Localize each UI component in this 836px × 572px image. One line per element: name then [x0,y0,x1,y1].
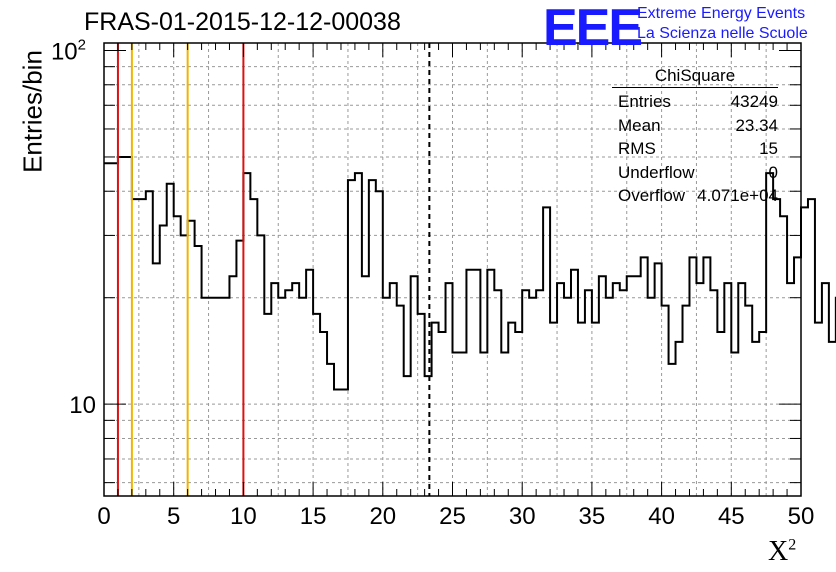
x-tick-label: 5 [167,503,180,530]
stats-key: RMS [618,139,656,158]
stats-value: 15 [759,139,778,158]
stats-box: ChiSquare Entries 43249 Mean 23.34 RMS 15 U… [612,66,778,208]
histogram-line [104,155,836,391]
x-tick-label: 0 [97,503,110,530]
x-axis-label-main: X [768,536,789,567]
x-tick-label: 50 [788,503,815,530]
x-tick-label: 40 [648,503,675,530]
stats-key: Entries [618,92,671,111]
x-axis-label-sup: 2 [788,536,797,554]
axis-tick-labels: 0 5 10 15 20 25 30 35 40 45 50 10 102 [51,36,814,530]
x-tick-label: 45 [718,503,745,530]
stats-key: Mean [618,115,661,135]
stats-row: Overflow 4.071e+04 [612,184,778,208]
chart-title: FRAS-01-2015-12-12-00038 [84,8,401,36]
x-tick-label: 35 [579,503,606,530]
grid-lines [104,43,801,496]
x-tick-label: 15 [300,503,327,530]
stats-value: 0 [768,162,778,182]
stats-value: 4.071e+04 [697,186,778,205]
stats-title: ChiSquare [612,66,778,88]
x-tick-label: 10 [230,503,257,530]
axis-ticks [103,43,802,496]
y-tick-label: 102 [51,36,86,65]
stats-row: Entries 43249 [612,90,778,114]
x-axis-label: X2 [768,536,796,568]
x-tick-label: 30 [509,503,536,530]
stats-value: 43249 [730,92,778,111]
histogram-series [104,155,836,391]
stats-row: Mean 23.34 [612,114,778,138]
y-tick-label: 10 [69,392,96,419]
stats-row: Underflow 0 [612,161,778,185]
eee-logo: EEE [543,0,643,57]
logo-line-1: Extreme Energy Events [637,5,806,22]
y-axis-label: Entries/bin [17,50,48,173]
marker-lines [116,43,431,496]
stats-key: Underflow [618,162,695,182]
stats-key: Overflow [618,186,686,205]
x-tick-label: 25 [439,503,466,530]
stats-value: 23.34 [735,115,778,135]
eee-logo-text: Extreme Energy Events La Scienza nelle S… [637,4,808,44]
x-tick-label: 20 [369,503,396,530]
logo-line-2: La Scienza nelle Scuole [637,25,808,42]
stats-row: RMS 15 [612,137,778,161]
